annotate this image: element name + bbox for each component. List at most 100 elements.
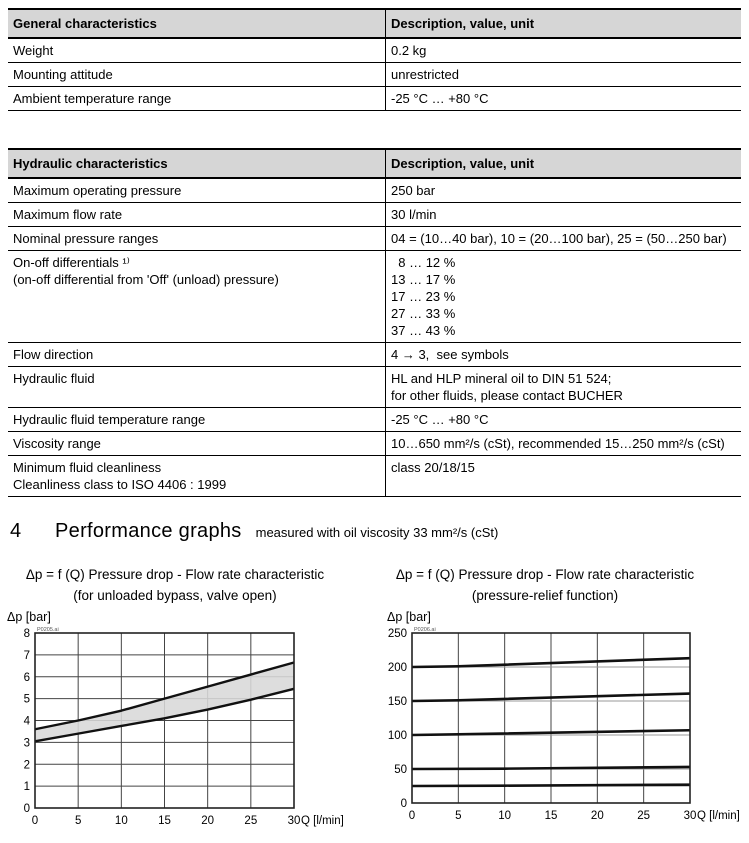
table-header-row: General characteristics Description, valu… (8, 9, 741, 39)
row-value: 30 l/min (385, 202, 741, 227)
general-characteristics-table: General characteristics Description, valu… (8, 8, 741, 111)
row-label-line: Ambient temperature range (13, 91, 172, 106)
x-tick-label: 10 (115, 815, 128, 827)
row-value-line: 0.2 kg (391, 43, 427, 58)
x-tick-label: 30 (288, 815, 301, 827)
x-tick-label: 5 (75, 815, 81, 827)
table-row: Ambient temperature range -25 °C … +80 °C (8, 86, 741, 111)
data-curve (411, 656, 691, 669)
row-value: -25 °C … +80 °C (385, 407, 741, 432)
y-tick-label: 3 (24, 737, 30, 749)
x-tick-label: 25 (244, 815, 257, 827)
row-label-line: Minimum fluid cleanliness (13, 460, 162, 475)
row-value: 0.2 kg (385, 38, 741, 63)
table-row: Viscosity range 10…650 mm²/s (cSt), recom… (8, 431, 741, 456)
x-axis-label: Q [l/min] (697, 810, 740, 822)
row-value-line: 8 … 12 % (391, 255, 456, 270)
y-tick-label: 1 (24, 781, 30, 793)
table-row: Mounting attitude unrestricted (8, 62, 741, 87)
pressure-drop-bypass-chart: 0 1 2 3 4 5 6 7 8 0 5 10 15 20 25 30 Δp [bar] Q [l/min] P0… (7, 610, 344, 827)
row-value-line: 30 l/min (391, 207, 437, 222)
table-row: Nominal pressure ranges 04 = (10…40 bar),… (8, 226, 741, 251)
row-label: Flow direction (8, 342, 386, 367)
row-value-line: 04 = (10…40 bar), 10 = (20…100 bar), 25 … (391, 231, 727, 246)
x-tick-label: 20 (201, 815, 214, 827)
table-row: Maximum operating pressure 250 bar (8, 178, 741, 203)
y-tick-label: 0 (401, 798, 407, 810)
row-label-line: Weight (13, 43, 54, 58)
row-value: 04 = (10…40 bar), 10 = (20…100 bar), 25 … (385, 226, 741, 251)
table-row: Minimum fluid cleanliness Cleanliness cla… (8, 455, 741, 497)
y-tick-label: 250 (388, 628, 407, 640)
x-tick-label: 15 (158, 815, 171, 827)
row-value-line: 17 … 23 % (391, 289, 456, 304)
y-tick-label: 50 (394, 764, 407, 776)
row-label-line: Viscosity range (13, 436, 101, 451)
row-label: On-off differentials ¹⁾ (on-off different… (8, 250, 386, 343)
row-value-line: 13 … 17 % (391, 272, 456, 287)
plot-border (34, 632, 295, 809)
row-label-line: Mounting attitude (13, 67, 113, 82)
row-value-line: for other fluids, please contact BUCHER (391, 388, 623, 403)
hydraulic-characteristics-table: Hydraulic characteristics Description, va… (8, 148, 741, 497)
pressure-drop-relief-chart: 0 50 100 150 200 250 0 5 10 15 20 25 30 Δp [bar] Q [l/… (387, 610, 740, 822)
row-value-line: -25 °C … +80 °C (391, 412, 489, 427)
plot-border (411, 632, 691, 804)
x-tick-label: 25 (637, 810, 650, 822)
table-header-value: Description, value, unit (385, 149, 741, 179)
y-tick-label: 0 (24, 803, 30, 815)
row-label-line: (on-off differential from 'Off' (unload)… (13, 272, 279, 287)
data-curve (411, 692, 691, 703)
row-label: Hydraulic fluid temperature range (8, 407, 386, 432)
y-tick-label: 7 (24, 650, 30, 662)
y-tick-label: 150 (388, 696, 407, 708)
data-curve (411, 728, 691, 737)
table-header-row: Hydraulic characteristics Description, va… (8, 149, 741, 179)
x-tick-label: 10 (498, 810, 511, 822)
row-value-line: 27 … 33 % (391, 306, 456, 321)
x-tick-label: 20 (591, 810, 604, 822)
row-label-line: Hydraulic fluid temperature range (13, 412, 206, 427)
plot-file-watermark: P0206.ai (414, 627, 436, 633)
row-label: Mounting attitude (8, 62, 386, 87)
y-tick-label: 5 (24, 694, 30, 706)
x-tick-label: 5 (455, 810, 461, 822)
row-value-line: unrestricted (391, 67, 459, 82)
section-title: Performance graphs (55, 520, 242, 542)
band-upper-curve (34, 661, 295, 731)
x-tick-label: 30 (684, 810, 697, 822)
y-axis-label: Δp [bar] (7, 610, 51, 624)
x-tick-label: 0 (32, 815, 38, 827)
row-value: 10…650 mm²/s (cSt), recommended 15…250 m… (385, 431, 741, 456)
plot-file-watermark: P0205.ai (37, 627, 59, 633)
right-chart-title-block: Δp = f (Q) Pressure drop - Flow rate cha… (385, 566, 705, 604)
row-value: 8 … 12 % 13 … 17 % 17 … 23 % 27 … 33 % 37 … … (385, 250, 741, 343)
row-label: Weight (8, 38, 386, 63)
row-label: Viscosity range (8, 431, 386, 456)
section-heading: 4 Performance graphs measured with oil v… (10, 520, 498, 543)
row-label: Hydraulic fluid (8, 366, 386, 408)
row-label-line: Flow direction (13, 347, 94, 362)
characteristics-table: Hydraulic characteristics Description, va… (8, 148, 741, 497)
section-note: measured with oil viscosity 33 mm²/s (cS… (255, 525, 499, 540)
table-row: Flow direction 4 → 3, see symbols (8, 342, 741, 367)
table-header-label: General characteristics (8, 9, 386, 39)
row-value: 4 → 3, see symbols (385, 342, 741, 367)
row-value-line: 4 → 3, see symbols (391, 347, 509, 362)
y-tick-label: 8 (24, 628, 30, 640)
y-axis-label: Δp [bar] (387, 610, 431, 624)
data-band (35, 662, 294, 742)
row-label-line: On-off differentials ¹⁾ (13, 255, 130, 270)
x-tick-label: 0 (409, 810, 415, 822)
left-chart-title-block: Δp = f (Q) Pressure drop - Flow rate cha… (5, 566, 345, 604)
row-label-line: Cleanliness class to ISO 4406 : 1999 (13, 477, 227, 492)
table-row: Weight 0.2 kg (8, 38, 741, 63)
x-axis-label: Q [l/min] (301, 815, 344, 827)
row-value-line: HL and HLP mineral oil to DIN 51 524; (391, 371, 612, 386)
row-label-line: Maximum flow rate (13, 207, 123, 222)
data-curve (411, 783, 691, 788)
y-tick-label: 4 (24, 716, 31, 728)
row-label-line: Hydraulic fluid (13, 371, 95, 386)
left-chart-subtitle: (for unloaded bypass, valve open) (73, 588, 277, 603)
